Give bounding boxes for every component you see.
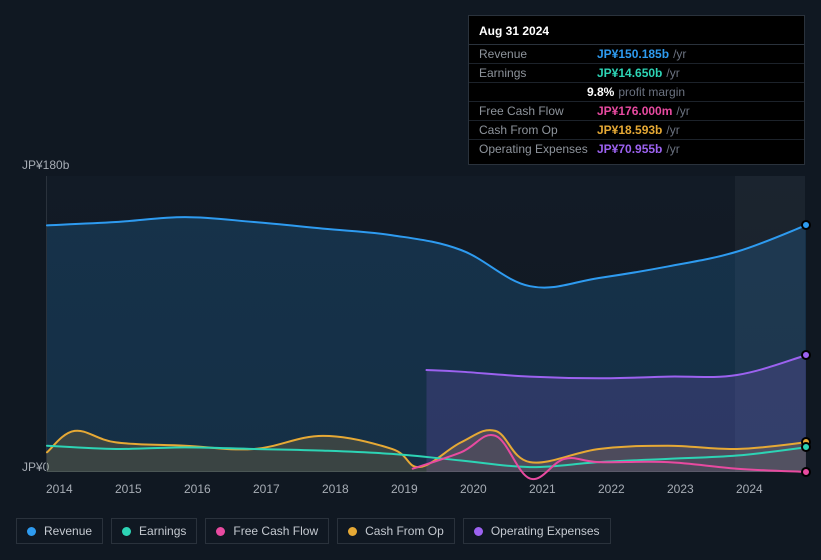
legend-swatch [348,527,357,536]
tooltip-value: JP¥14.650b [597,66,662,80]
x-tick: 2014 [46,482,115,498]
y-axis-max: JP¥180b [22,158,69,172]
x-axis: 2014201520162017201820192020202120222023… [46,482,805,498]
legend-label: Cash From Op [365,524,444,538]
x-tick: 2019 [391,482,460,498]
x-tick: 2018 [322,482,391,498]
chart-container: JP¥180b JP¥0 201420152016201720182019202… [16,158,805,498]
tooltip-value: JP¥18.593b [597,123,662,137]
series-end-dot [801,350,811,360]
tooltip-suffix: /yr [673,47,686,61]
tooltip-row: Cash From OpJP¥18.593b /yr [469,121,804,140]
legend-item[interactable]: Cash From Op [337,518,455,544]
series-end-dot [801,442,811,452]
legend-item[interactable]: Revenue [16,518,103,544]
tooltip-row: RevenueJP¥150.185b /yr [469,45,804,64]
legend-label: Revenue [44,524,92,538]
legend-swatch [122,527,131,536]
tooltip-row: 9.8% profit margin [469,83,804,102]
legend-item[interactable]: Free Cash Flow [205,518,329,544]
legend-swatch [474,527,483,536]
hover-tooltip: Aug 31 2024 RevenueJP¥150.185b /yrEarnin… [468,15,805,165]
tooltip-suffix: /yr [666,66,679,80]
tooltip-value: 9.8% [587,85,614,99]
legend-swatch [216,527,225,536]
tooltip-row: Operating ExpensesJP¥70.955b /yr [469,140,804,158]
tooltip-row: EarningsJP¥14.650b /yr [469,64,804,83]
tooltip-value: JP¥150.185b [597,47,669,61]
x-tick: 2022 [598,482,667,498]
chart-plot[interactable] [46,176,805,472]
legend-label: Free Cash Flow [233,524,318,538]
x-tick: 2017 [253,482,322,498]
legend-label: Earnings [139,524,186,538]
legend-item[interactable]: Earnings [111,518,197,544]
tooltip-suffix: /yr [666,142,679,156]
series-end-dot [801,467,811,477]
x-tick: 2020 [460,482,529,498]
x-tick: 2016 [184,482,253,498]
tooltip-label: Free Cash Flow [479,104,597,118]
x-tick: 2015 [115,482,184,498]
tooltip-label: Earnings [479,66,597,80]
chart-svg [47,176,806,472]
legend: Revenue Earnings Free Cash Flow Cash From O… [16,518,611,544]
legend-swatch [27,527,36,536]
tooltip-label: Cash From Op [479,123,597,137]
tooltip-label: Operating Expenses [479,142,597,156]
tooltip-suffix: /yr [676,104,689,118]
tooltip-value: JP¥70.955b [597,142,662,156]
tooltip-date: Aug 31 2024 [469,22,804,45]
tooltip-suffix: profit margin [618,85,685,99]
x-tick: 2023 [667,482,736,498]
tooltip-row: Free Cash FlowJP¥176.000m /yr [469,102,804,121]
tooltip-suffix: /yr [666,123,679,137]
series-end-dot [801,220,811,230]
tooltip-value: JP¥176.000m [597,104,672,118]
x-tick: 2021 [529,482,598,498]
legend-label: Operating Expenses [491,524,600,538]
x-tick: 2024 [736,482,805,498]
tooltip-label: Revenue [479,47,597,61]
legend-item[interactable]: Operating Expenses [463,518,611,544]
